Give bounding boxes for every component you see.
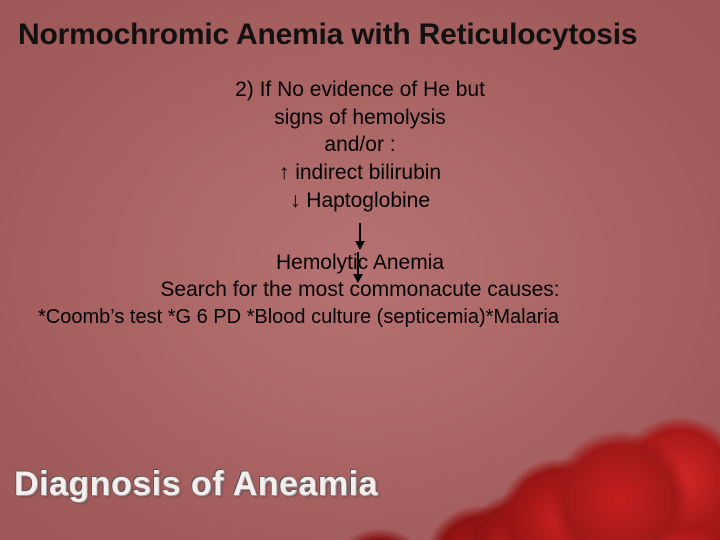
flow-arrow-1 bbox=[18, 215, 702, 249]
slide-title: Normochromic Anemia with Reticulocytosis bbox=[18, 18, 702, 52]
diagnosis-line-2: Search for the most commonacute causes: bbox=[18, 276, 702, 304]
criteria-line-3: and/or : bbox=[18, 131, 702, 159]
criteria-line-1: 2) If No evidence of He but bbox=[18, 76, 702, 104]
causes-list: *Coomb’s test *G 6 PD *Blood culture (se… bbox=[18, 306, 702, 329]
diagnosis-block: Hemolytic Anemia Search for the most com… bbox=[18, 249, 702, 304]
criteria-line-4: ↑ indirect bilirubin bbox=[18, 159, 702, 187]
diagnosis-line-1: Hemolytic Anemia bbox=[18, 249, 702, 277]
criteria-line-2: signs of hemolysis bbox=[18, 104, 702, 132]
criteria-line-5: ↓ Haptoglobine bbox=[18, 187, 702, 215]
slide: Normochromic Anemia with Reticulocytosis… bbox=[0, 0, 720, 540]
brand-watermark: Diagnosis of Aneamia bbox=[14, 465, 378, 504]
down-arrow-icon bbox=[359, 223, 361, 249]
criteria-block: 2) If No evidence of He but signs of hem… bbox=[18, 76, 702, 215]
